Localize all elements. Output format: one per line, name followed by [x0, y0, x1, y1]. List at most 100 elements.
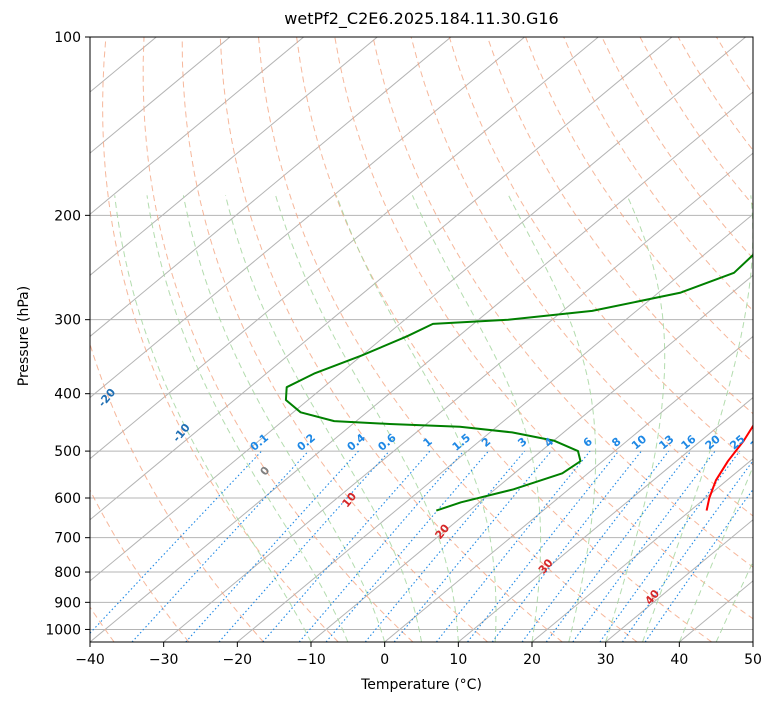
moist-adiabat-line — [642, 195, 753, 642]
mixing-ratio-label: 3 — [515, 435, 529, 450]
mixing-ratio-label: 10 — [629, 432, 649, 452]
dry-adiabat-line — [715, 37, 753, 95]
isotherm-line — [90, 37, 378, 276]
dry-adiabat-line — [258, 37, 638, 642]
mixing-ratio-line — [185, 450, 359, 642]
moist-adiabat-line — [275, 195, 459, 642]
dry-adiabat-line — [563, 37, 753, 312]
y-tick-label: 500 — [54, 444, 81, 460]
mixing-ratio-label: 8 — [609, 435, 623, 450]
chart-title: wetPf2_C2E6.2025.184.11.30.G16 — [284, 9, 559, 28]
isotherm-line — [90, 37, 673, 521]
x-tick-label: 10 — [449, 652, 467, 668]
moist-adiabat-line — [678, 465, 753, 642]
x-axis-label: Temperature (°C) — [361, 677, 482, 693]
isotherm-line — [458, 396, 753, 642]
dry-adiabat-line — [755, 37, 775, 642]
dry-adiabat-line — [90, 488, 190, 642]
mixing-ratio-label: 30 — [748, 432, 768, 452]
dry-adiabat-label: -20 — [96, 386, 119, 410]
isotherm-line — [90, 37, 746, 582]
moist-adiabat-line — [508, 195, 597, 642]
mixing-ratio-label: 2 — [479, 435, 493, 450]
dry-adiabat-line — [219, 37, 563, 642]
moist-adiabat-line — [715, 560, 753, 642]
dry-adiabat-label: 0 — [258, 464, 273, 478]
x-tick-label: −30 — [149, 652, 179, 668]
dry-adiabat-label: 40 — [642, 587, 662, 607]
mixing-ratio-label: 20 — [703, 432, 723, 452]
plot-frame — [89, 36, 754, 643]
y-tick-label: 300 — [54, 313, 81, 329]
mixing-ratio-line — [218, 450, 390, 642]
dry-adiabat-label: 30 — [536, 556, 556, 576]
isotherm-line — [163, 152, 753, 642]
mixing-ratio-line — [131, 450, 309, 642]
isotherm-line — [90, 37, 231, 154]
moist-adiabat-line — [182, 195, 386, 642]
mixing-ratio-line — [521, 450, 670, 642]
dry-adiabat-line — [142, 37, 414, 642]
y-tick-label: 400 — [54, 387, 81, 403]
dry-adiabat-line — [677, 37, 753, 151]
dry-adiabat-line — [334, 37, 753, 620]
y-tick-label: 1000 — [45, 622, 81, 638]
isotherm-line — [0, 37, 83, 642]
mixing-ratio-line — [435, 450, 591, 642]
moist-adiabat-line — [146, 195, 349, 642]
isotherm-line — [237, 213, 753, 642]
isotherm-line — [90, 37, 452, 338]
plot-area: 0.10.20.40.611.52346810131620253036-100-… — [0, 37, 775, 642]
mixing-ratio-line — [90, 450, 263, 635]
y-tick-label: 800 — [54, 565, 81, 581]
x-tick-label: −10 — [296, 652, 326, 668]
dry-adiabat-label: -10 — [170, 421, 193, 445]
mixing-ratio-label: 0.1 — [248, 431, 271, 453]
isotherm-line — [90, 91, 753, 642]
dry-adiabat-line — [296, 37, 712, 642]
mixing-ratio-label: 1 — [421, 435, 435, 450]
mixing-ratio-line — [572, 450, 716, 642]
x-tick-label: −40 — [75, 652, 105, 668]
isotherm-line — [90, 37, 599, 460]
x-tick-label: 40 — [670, 652, 688, 668]
y-tick-label: 900 — [54, 595, 81, 611]
isotherm-line — [531, 458, 753, 642]
y-tick-label: 600 — [54, 491, 81, 507]
mixing-ratio-label: 25 — [727, 433, 747, 453]
dewpoint-profile-line — [284, 253, 753, 512]
mixing-ratio-line — [393, 450, 552, 642]
y-axis-label: Pressure (hPa) — [16, 285, 32, 387]
isotherm-line — [90, 37, 304, 215]
mixing-ratio-line — [644, 488, 753, 642]
y-tick-label: 200 — [54, 208, 81, 224]
x-tick-label: 20 — [523, 652, 541, 668]
mixing-ratio-line — [298, 450, 465, 642]
dry-adiabat-line — [372, 37, 753, 568]
mixing-ratio-line — [262, 450, 431, 642]
dry-adiabat-label: 10 — [339, 490, 359, 510]
dry-adiabat-line — [102, 37, 339, 642]
mixing-ratio-label: 4 — [542, 435, 556, 450]
isotherm-line — [605, 519, 753, 642]
mixing-ratio-line — [545, 450, 692, 642]
x-tick-label: 0 — [380, 652, 389, 668]
mixing-ratio-line — [621, 460, 753, 642]
dry-adiabat-line — [448, 37, 753, 466]
dry-adiabat-line — [410, 37, 753, 517]
y-tick-label: 100 — [54, 30, 81, 46]
mixing-ratio-label: 0.2 — [295, 431, 318, 453]
x-tick-label: 30 — [597, 652, 615, 668]
x-tick-label: −20 — [223, 652, 253, 668]
mixing-ratio-label: 0.4 — [345, 431, 369, 454]
temperature-profile-line — [705, 424, 753, 511]
isotherm-line — [752, 641, 753, 642]
dry-adiabat-line — [181, 37, 488, 642]
moist-adiabat-line — [336, 195, 497, 642]
mixing-ratio-label: 1.5 — [450, 431, 473, 453]
mixing-ratio-label: 16 — [679, 432, 699, 452]
x-tick-label: 50 — [744, 652, 762, 668]
dry-adiabat-line — [639, 37, 753, 206]
dry-adiabat-line — [90, 342, 264, 642]
